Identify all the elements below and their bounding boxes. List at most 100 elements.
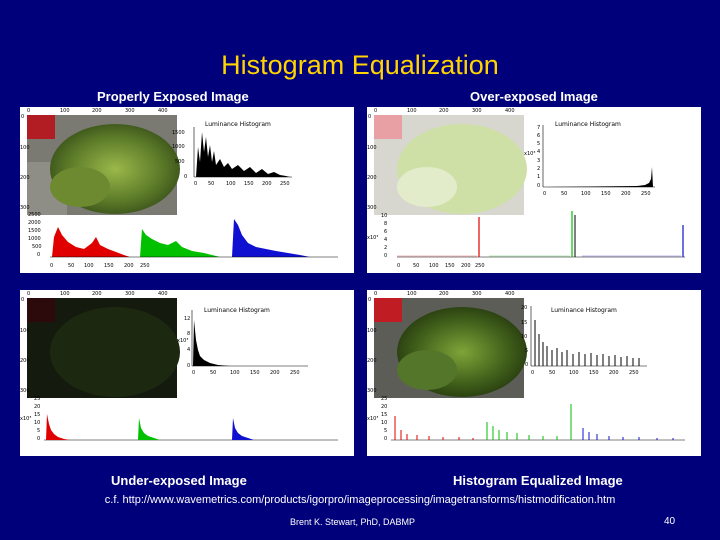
image-x-axis: 0 100 200 300 400 bbox=[27, 291, 168, 297]
svg-text:15: 15 bbox=[521, 320, 527, 326]
svg-text:0: 0 bbox=[384, 436, 387, 442]
svg-text:0: 0 bbox=[27, 291, 30, 297]
svg-text:5: 5 bbox=[384, 428, 387, 434]
svg-text:x10³: x10³ bbox=[20, 416, 31, 422]
image-y-axis: 0 100 200 300 bbox=[20, 114, 30, 211]
svg-text:Luminance Histogram: Luminance Histogram bbox=[551, 307, 617, 314]
svg-text:200: 200 bbox=[367, 358, 377, 364]
svg-text:500: 500 bbox=[175, 159, 185, 165]
svg-text:8: 8 bbox=[384, 221, 387, 227]
svg-text:150: 150 bbox=[244, 181, 254, 187]
luminance-histogram: Luminance Histogram 1500 1000 500 0 0 50… bbox=[172, 121, 292, 187]
svg-text:0: 0 bbox=[37, 436, 40, 442]
svg-text:Luminance Histogram: Luminance Histogram bbox=[204, 307, 270, 314]
panel-properly-exposed: 0 100 200 300 400 0 100 200 300 Luminanc… bbox=[20, 107, 354, 273]
svg-text:0: 0 bbox=[374, 291, 377, 297]
svg-text:12: 12 bbox=[184, 316, 190, 322]
svg-text:150: 150 bbox=[250, 370, 260, 376]
photo-under-exposed bbox=[27, 298, 180, 398]
svg-text:4: 4 bbox=[537, 149, 540, 155]
svg-text:300: 300 bbox=[367, 388, 377, 394]
svg-text:0: 0 bbox=[187, 363, 190, 369]
panel-under-exposed: 0 100 200 300 400 0 100 200 300 Luminanc… bbox=[20, 290, 354, 456]
svg-text:0: 0 bbox=[21, 114, 24, 120]
image-x-axis: 0 100 200 300 400 bbox=[374, 291, 515, 297]
label-properly-exposed: Properly Exposed Image bbox=[97, 89, 249, 104]
svg-text:0: 0 bbox=[368, 297, 371, 303]
svg-text:0: 0 bbox=[543, 191, 546, 197]
svg-text:25: 25 bbox=[34, 396, 40, 402]
svg-text:300: 300 bbox=[125, 291, 135, 297]
svg-text:150: 150 bbox=[601, 191, 611, 197]
svg-text:0: 0 bbox=[531, 370, 534, 376]
svg-text:100: 100 bbox=[84, 263, 94, 269]
svg-text:200: 200 bbox=[92, 108, 102, 114]
svg-text:x10³: x10³ bbox=[177, 338, 188, 344]
svg-text:200: 200 bbox=[439, 291, 449, 297]
svg-text:300: 300 bbox=[472, 291, 482, 297]
svg-text:100: 100 bbox=[60, 108, 70, 114]
rgb-histograms: x10³ 10 8 6 4 2 0 0 50 100 150 200 250 bbox=[367, 211, 685, 269]
svg-text:10: 10 bbox=[34, 420, 40, 426]
svg-text:100: 100 bbox=[581, 191, 591, 197]
svg-text:100: 100 bbox=[20, 145, 30, 151]
svg-text:0: 0 bbox=[384, 253, 387, 259]
svg-text:300: 300 bbox=[472, 108, 482, 114]
svg-text:0: 0 bbox=[397, 263, 400, 269]
svg-text:0: 0 bbox=[537, 183, 540, 189]
svg-text:150: 150 bbox=[589, 370, 599, 376]
luminance-histogram: Luminance Histogram x10³ 12 8 4 0 0 50 1… bbox=[177, 307, 308, 376]
luminance-histogram: Luminance Histogram 20 15 10 5 0 bbox=[521, 305, 647, 376]
svg-text:0: 0 bbox=[525, 362, 528, 368]
slide-title: Histogram Equalization bbox=[221, 50, 499, 80]
svg-text:0: 0 bbox=[50, 263, 53, 269]
luminance-histogram: Luminance Histogram x10³ 7 6 5 4 3 2 1 0… bbox=[524, 121, 655, 197]
image-y-axis: 0 100 200 300 bbox=[367, 114, 377, 211]
svg-text:1000: 1000 bbox=[28, 236, 41, 242]
svg-text:5: 5 bbox=[37, 428, 40, 434]
svg-text:300: 300 bbox=[20, 388, 30, 394]
svg-text:200: 200 bbox=[461, 263, 471, 269]
svg-text:200: 200 bbox=[124, 263, 134, 269]
svg-text:50: 50 bbox=[68, 263, 74, 269]
svg-text:150: 150 bbox=[445, 263, 455, 269]
reference-url: c.f. http://www.wavemetrics.com/products… bbox=[104, 494, 616, 506]
svg-text:250: 250 bbox=[641, 191, 651, 197]
svg-text:100: 100 bbox=[407, 291, 417, 297]
svg-text:20: 20 bbox=[34, 404, 40, 410]
image-x-axis: 0 100 200 300 400 bbox=[374, 108, 515, 114]
svg-text:100: 100 bbox=[230, 370, 240, 376]
rgb-histograms: 2500 2000 1500 1000 500 0 0 50 100 150 2… bbox=[28, 212, 338, 269]
svg-text:200: 200 bbox=[439, 108, 449, 114]
svg-text:500: 500 bbox=[32, 244, 42, 250]
image-y-axis: 0 100 200 300 bbox=[367, 297, 377, 394]
svg-text:100: 100 bbox=[60, 291, 70, 297]
svg-text:400: 400 bbox=[158, 291, 168, 297]
svg-text:100: 100 bbox=[569, 370, 579, 376]
svg-text:5: 5 bbox=[525, 348, 528, 354]
photo-properly-exposed bbox=[27, 115, 180, 215]
photo-histogram-equalized bbox=[374, 298, 527, 398]
svg-text:250: 250 bbox=[140, 263, 150, 269]
svg-text:10: 10 bbox=[381, 420, 387, 426]
svg-text:15: 15 bbox=[381, 412, 387, 418]
svg-text:100: 100 bbox=[226, 181, 236, 187]
svg-text:0: 0 bbox=[184, 174, 187, 180]
svg-text:400: 400 bbox=[158, 108, 168, 114]
svg-text:0: 0 bbox=[374, 108, 377, 114]
svg-text:2: 2 bbox=[384, 245, 387, 251]
svg-text:200: 200 bbox=[20, 358, 30, 364]
svg-text:10: 10 bbox=[521, 334, 527, 340]
svg-text:x10³: x10³ bbox=[524, 151, 535, 157]
svg-text:25: 25 bbox=[381, 396, 387, 402]
image-x-axis: 0 100 200 300 400 bbox=[27, 108, 168, 114]
svg-text:400: 400 bbox=[505, 291, 515, 297]
svg-text:100: 100 bbox=[367, 145, 377, 151]
svg-text:2500: 2500 bbox=[28, 212, 41, 218]
svg-text:200: 200 bbox=[367, 175, 377, 181]
svg-text:20: 20 bbox=[521, 305, 527, 311]
svg-text:100: 100 bbox=[20, 328, 30, 334]
photo-over-exposed bbox=[374, 115, 527, 215]
svg-text:1: 1 bbox=[537, 174, 540, 180]
label-under-exposed: Under-exposed Image bbox=[111, 473, 247, 488]
